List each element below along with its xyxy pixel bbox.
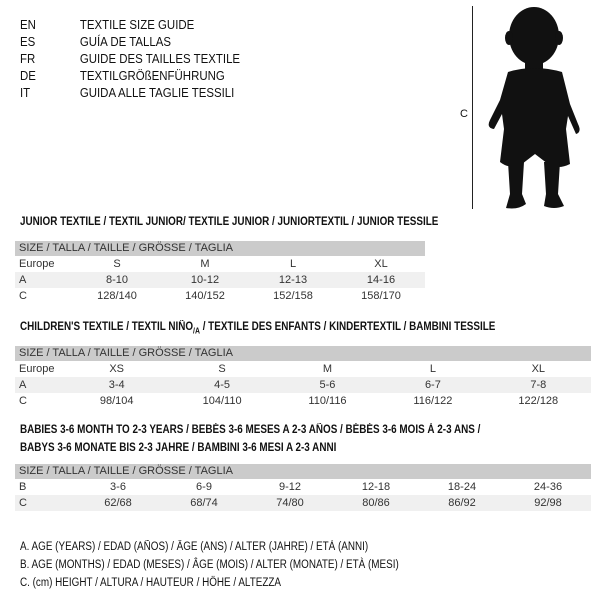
legend-a: A. AGE (YEARS) / EDAD (AÑOS) / ÂGE (ANS)…: [20, 541, 369, 553]
table-row: C 62/68 68/74 74/80 80/86 86/92 92/98: [15, 495, 591, 511]
table-header: SIZE / TALLA / TAILLE / GRÖSSE / TAGLIA: [15, 241, 425, 256]
babies-size-table: SIZE / TALLA / TAILLE / GRÖSSE / TAGLIA …: [15, 464, 591, 511]
children-title: CHILDREN'S TEXTILE / TEXTIL NIÑO/A / TEX…: [20, 321, 496, 336]
table-row: B 3-6 6-9 9-12 12-18 18-24 24-36: [19, 481, 563, 493]
junior-size-table: SIZE / TALLA / TAILLE / GRÖSSE / TAGLIA …: [15, 241, 425, 304]
lang-en: EN TEXTILE SIZE GUIDE: [20, 17, 195, 32]
child-silhouette-icon: [488, 7, 580, 209]
height-label: C: [460, 108, 468, 120]
height-measure-line: [472, 6, 473, 209]
babies-title-line2: BABYS 3-6 MONATE BIS 2-3 JAHRE / BAMBINI…: [20, 442, 337, 454]
table-row: C 128/140 140/152 152/158 158/170: [19, 290, 401, 302]
babies-title-line1: BABIES 3-6 MONTH TO 2-3 YEARS / BEBÉS 3-…: [20, 424, 481, 436]
legend-c: C. (cm) HEIGHT / ALTURA / HAUTEUR / HÖHE…: [20, 577, 282, 589]
lang-es: ES GUÍA DE TALLAS: [20, 34, 171, 49]
children-size-table: SIZE / TALLA / TAILLE / GRÖSSE / TAGLIA …: [15, 346, 591, 409]
table-header: SIZE / TALLA / TAILLE / GRÖSSE / TAGLIA: [15, 464, 591, 479]
junior-title: JUNIOR TEXTILE / TEXTIL JUNIOR/ TEXTILE …: [20, 216, 439, 228]
table-row: Europe XS S M L XL: [19, 363, 546, 375]
lang-it: IT GUIDA ALLE TAGLIE TESSILI: [20, 85, 235, 100]
table-row: A 8-10 10-12 12-13 14-16: [15, 272, 425, 288]
table-header: SIZE / TALLA / TAILLE / GRÖSSE / TAGLIA: [15, 346, 591, 361]
language-list: EN TEXTILE SIZE GUIDE ES GUÍA DE TALLAS FR…: [20, 16, 240, 101]
table-row: C 98/104 104/110 110/116 116/122 122/128: [19, 395, 559, 407]
table-row: Europe S M L XL: [19, 258, 388, 270]
lang-fr: FR GUIDE DES TAILLES TEXTILE: [20, 51, 241, 66]
table-row: A 3-4 4-5 5-6 6-7 7-8: [15, 377, 591, 393]
legend: A. AGE (YEARS) / EDAD (AÑOS) / ÂGE (ANS)…: [20, 538, 399, 592]
legend-b: B. AGE (MONTHS) / EDAD (MESES) / ÂGE (MO…: [20, 559, 399, 571]
lang-de: DE TEXTILGRÖßENFÜHRUNG: [20, 68, 225, 83]
